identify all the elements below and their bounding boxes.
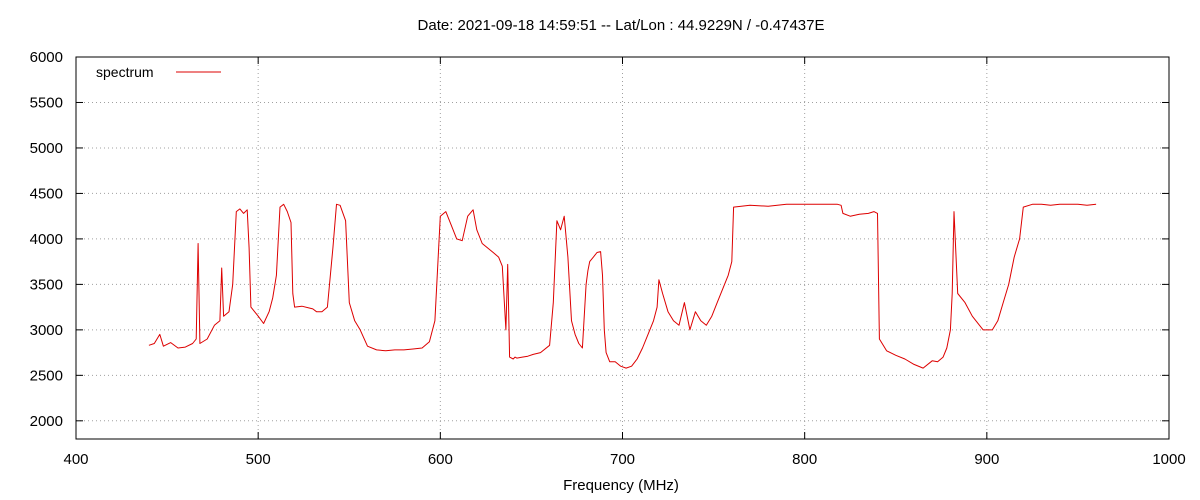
axis-ticks [75,56,1170,439]
grid-lines [76,57,1169,439]
x-tick-label: 400 [63,451,88,468]
y-tick-label: 4000 [30,231,63,248]
y-tick-label: 5000 [30,140,63,157]
y-tick-label: 2000 [30,413,63,430]
y-tick-labels: 2000 2500 3000 3500 4000 4500 5000 5500 6000 [30,49,63,430]
chart-title: Date: 2021-09-18 14:59:51 -- Lat/Lon : 4… [417,17,825,34]
x-tick-label: 700 [610,451,635,468]
x-tick-label: 500 [246,451,271,468]
x-tick-labels: 400 500 600 700 800 900 1000 [63,451,1185,468]
x-tick-label: 800 [792,451,817,468]
x-tick-label: 900 [974,451,999,468]
x-axis-label: Frequency (MHz) [563,477,679,494]
x-tick-label: 1000 [1152,451,1185,468]
y-tick-label: 3500 [30,276,63,293]
y-tick-label: 4500 [30,185,63,202]
y-tick-label: 2500 [30,367,63,384]
y-tick-label: 5500 [30,94,63,111]
legend-label: spectrum [96,64,154,80]
x-tick-label: 600 [428,451,453,468]
y-tick-label: 3000 [30,322,63,339]
legend: spectrum [96,64,221,80]
series-line-spectrum [148,203,1097,369]
y-tick-label: 6000 [30,49,63,66]
